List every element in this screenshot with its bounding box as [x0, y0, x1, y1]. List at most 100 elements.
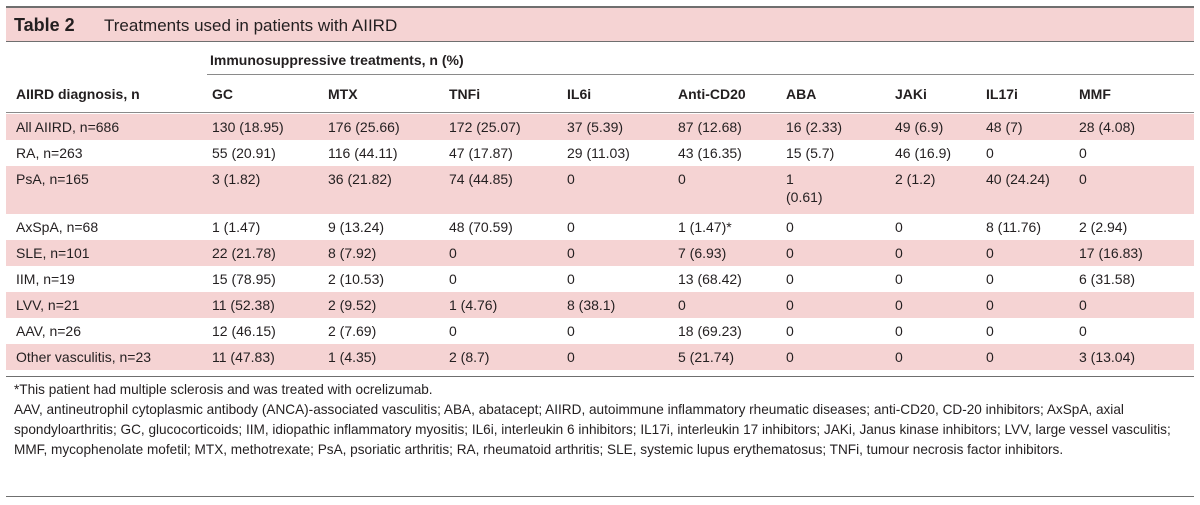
- table-cell: 87 (12.68): [678, 119, 742, 135]
- column-header: GC: [212, 86, 233, 102]
- table-cell: 49 (6.9): [895, 119, 944, 135]
- table-cell: 0: [449, 245, 457, 261]
- table-cell: 3 (1.82): [212, 171, 261, 187]
- table-cell: 55 (20.91): [212, 145, 276, 161]
- table-cell: 8 (7.92): [328, 245, 377, 261]
- table-cell: 17 (16.83): [1079, 245, 1143, 261]
- table-cell: 36 (21.82): [328, 171, 392, 187]
- table-cell: 0: [786, 349, 794, 365]
- row-label: IIM, n=19: [16, 271, 75, 287]
- row-label: RA, n=263: [16, 145, 83, 161]
- table-cell: 0: [567, 349, 575, 365]
- table-cell: 0: [986, 271, 994, 287]
- column-header: IL17i: [986, 86, 1018, 102]
- table-cell: 15 (78.95): [212, 271, 276, 287]
- table-row: All AIIRD, n=686 130 (18.95) 176 (25.66) 17…: [6, 114, 1194, 140]
- table-cell: 116 (44.11): [328, 145, 398, 161]
- table-row: AxSpA, n=68 1 (1.47) 9 (13.24) 48 (70.59) 0 1…: [6, 214, 1194, 240]
- table-cell: 1 (1.47)*: [678, 219, 732, 235]
- table-cell: 172 (25.07): [449, 119, 521, 135]
- table-cell: 0: [895, 245, 903, 261]
- table-cell: 0: [895, 219, 903, 235]
- row-label: AAV, n=26: [16, 323, 82, 339]
- table-cell: 74 (44.85): [449, 171, 513, 187]
- table-cell: 48 (70.59): [449, 219, 513, 235]
- table-cell: 1 (4.35): [328, 349, 377, 365]
- table-cell: 0: [567, 271, 575, 287]
- table-cell: 48 (7): [986, 119, 1023, 135]
- table-cell: 0: [895, 323, 903, 339]
- table-cell: 0: [986, 145, 994, 161]
- table-cell: 0: [678, 297, 686, 313]
- table-row: Other vasculitis, n=23 11 (47.83) 1 (4.35)…: [6, 344, 1194, 370]
- table-cell: 0: [449, 271, 457, 287]
- table-cell: 0: [1079, 171, 1087, 187]
- table-cell: 9 (13.24): [328, 219, 385, 235]
- footnote-star: *This patient had multiple sclerosis and…: [14, 382, 433, 397]
- table-cell: 5 (21.74): [678, 349, 735, 365]
- table-cell: 0: [678, 171, 686, 187]
- table-cell: 1 (0.61): [786, 171, 823, 205]
- table-cell: 2 (2.94): [1079, 219, 1128, 235]
- column-header: ABA: [786, 86, 817, 102]
- table-cell: 43 (16.35): [678, 145, 742, 161]
- table-cell: 2 (8.7): [449, 349, 490, 365]
- row-label: AxSpA, n=68: [16, 219, 99, 235]
- table-cell: 0: [786, 271, 794, 287]
- table-cell: 3 (13.04): [1079, 349, 1136, 365]
- table-cell: 176 (25.66): [328, 119, 400, 135]
- table-cell: 11 (47.83): [212, 349, 275, 365]
- end-rule: [6, 496, 1194, 497]
- table-cell: 0: [567, 245, 575, 261]
- table-cell: 0: [986, 297, 994, 313]
- column-header: Anti-CD20: [678, 86, 746, 102]
- table-cell: 2 (7.69): [328, 323, 377, 339]
- table-cell: 11 (52.38): [212, 297, 275, 313]
- table-cell: 0: [986, 245, 994, 261]
- table-cell: 2 (10.53): [328, 271, 385, 287]
- table-cell: 15 (5.7): [786, 145, 835, 161]
- table-cell: 28 (4.08): [1079, 119, 1136, 135]
- table-cell: 8 (38.1): [567, 297, 616, 313]
- group-header: Immunosuppressive treatments, n (%): [210, 52, 464, 68]
- table-cell: 0: [895, 271, 903, 287]
- table-cell: 0: [895, 297, 903, 313]
- column-header: TNFi: [449, 86, 481, 102]
- table-row: LVV, n=21 11 (52.38) 2 (9.52) 1 (4.76) 8 (38…: [6, 292, 1194, 318]
- header-rule: [6, 112, 1194, 113]
- table-title-bar: Table 2 Treatments used in patients with…: [6, 6, 1194, 42]
- table-cell: 2 (1.2): [895, 171, 936, 187]
- table-cell: 0: [567, 323, 575, 339]
- table-cell: 0: [1079, 145, 1087, 161]
- table-bottom-rule: [6, 376, 1194, 377]
- table-title: Treatments used in patients with AIIRD: [104, 16, 398, 35]
- table-cell: 18 (69.23): [678, 323, 742, 339]
- table-cell: 8 (11.76): [986, 219, 1041, 235]
- table-row: PsA, n=165 3 (1.82) 36 (21.82) 74 (44.85) 0 0…: [6, 166, 1194, 214]
- table-cell: 22 (21.78): [212, 245, 276, 261]
- table-number: Table 2: [14, 15, 75, 35]
- table-cell: 0: [449, 323, 457, 339]
- table-cell: 1 (1.47): [212, 219, 261, 235]
- table-cell: 12 (46.15): [212, 323, 276, 339]
- abbreviations-footnote: AAV, antineutrophil cytoplasmic antibody…: [14, 402, 1171, 457]
- row-label: Other vasculitis, n=23: [16, 349, 152, 365]
- table-cell: 37 (5.39): [567, 119, 624, 135]
- column-header: MTX: [328, 86, 358, 102]
- table-cell: 29 (11.03): [567, 145, 630, 161]
- table-cell: 0: [786, 245, 794, 261]
- table-row: SLE, n=101 22 (21.78) 8 (7.92) 0 0 7 (6.93) 0 0…: [6, 240, 1194, 266]
- table-cell: 13 (68.42): [678, 271, 742, 287]
- table-cell: 0: [895, 349, 903, 365]
- table-cell: 40 (24.24): [986, 171, 1050, 187]
- row-label: PsA, n=165: [16, 171, 89, 187]
- table-cell: 16 (2.33): [786, 119, 843, 135]
- table-cell: 0: [986, 323, 994, 339]
- table-row: AAV, n=26 12 (46.15) 2 (7.69) 0 0 18 (69.23) 0…: [6, 318, 1194, 344]
- table-cell: 0: [786, 323, 794, 339]
- table-cell: 0: [567, 171, 575, 187]
- table-cell: 46 (16.9): [895, 145, 952, 161]
- table-cell: 0: [1079, 323, 1087, 339]
- table-row: IIM, n=19 15 (78.95) 2 (10.53) 0 0 13 (68.42)…: [6, 266, 1194, 292]
